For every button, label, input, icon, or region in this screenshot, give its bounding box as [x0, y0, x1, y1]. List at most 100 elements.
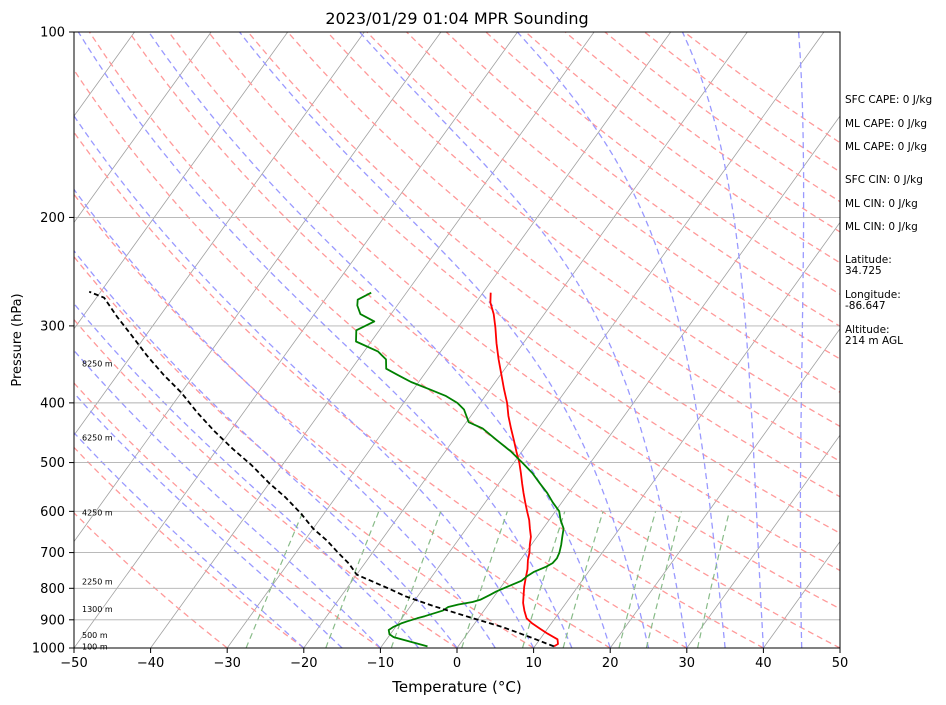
- dry-adiabat-line: [128, 32, 840, 610]
- dry-adiabat-line: [88, 32, 840, 648]
- y-axis-ticks: 100 200 300 400 500 600 700 800 900 1000: [32, 26, 74, 657]
- moist-adiabat-line: [681, 32, 765, 648]
- isotherm-line: [74, 32, 365, 436]
- isotherm-line: [74, 32, 442, 543]
- y-tick-label: 600: [40, 505, 65, 520]
- mixing-ratio-line: [245, 511, 304, 648]
- chart-title: 2023/01/29 01:04 MPR Sounding: [325, 9, 588, 28]
- isotherm-line: [533, 221, 840, 648]
- height-label: 1300 m: [82, 605, 113, 614]
- background-lines: [74, 32, 840, 648]
- x-tick-label: 10: [525, 656, 542, 671]
- height-label: 2250 m: [82, 578, 113, 587]
- isotherm-line: [380, 32, 825, 648]
- x-tick-label: −40: [137, 656, 164, 671]
- isotherm-line: [456, 115, 840, 648]
- dry-adiabat-line: [168, 32, 840, 572]
- dry-adiabat-line: [406, 32, 840, 360]
- x-tick-label: −50: [60, 656, 87, 671]
- height-label: 100 m: [82, 643, 108, 652]
- series-line-2: [88, 290, 555, 648]
- series-line-0: [489, 292, 559, 648]
- height-label: 6250 m: [82, 433, 113, 442]
- isotherm-line: [74, 32, 289, 330]
- dry-adiabat-line: [74, 511, 228, 648]
- isotherm-line: [74, 32, 518, 648]
- dry-adiabat-line: [74, 193, 611, 648]
- y-axis-label: Pressure (hPa): [10, 293, 25, 386]
- y-tick-label: 800: [40, 582, 65, 597]
- x-tick-label: 50: [832, 656, 849, 671]
- x-tick-label: −20: [290, 656, 317, 671]
- moist-adiabat-line: [148, 32, 611, 648]
- x-tick-label: 40: [755, 656, 772, 671]
- x-axis-label: Temperature (°C): [391, 678, 521, 696]
- longitude-label: Longitude:: [845, 289, 901, 301]
- sfc-cape: SFC CAPE: 0 J/kg: [845, 94, 933, 106]
- moist-adiabat-line: [516, 32, 726, 648]
- moist-adiabat-line: [74, 114, 535, 648]
- dry-adiabat-line: [74, 382, 381, 648]
- y-tick-label: 100: [40, 26, 65, 41]
- y-tick-label: 900: [40, 613, 65, 628]
- dry-adiabat-line: [74, 318, 458, 648]
- moist-adiabat-line: [74, 431, 305, 648]
- y-tick-label: 700: [40, 546, 65, 561]
- x-tick-label: 30: [679, 656, 696, 671]
- x-tick-label: 20: [602, 656, 619, 671]
- mixing-ratio-line: [461, 511, 508, 648]
- y-tick-label: 1000: [32, 642, 65, 657]
- mixing-ratio-line: [562, 511, 604, 648]
- isotherm-line: [686, 434, 840, 648]
- latitude-value: 34.725: [845, 265, 882, 277]
- dry-adiabat-line: [74, 68, 764, 648]
- ml-cin-1: ML CIN: 0 J/kg: [845, 198, 918, 210]
- x-tick-label: −10: [367, 656, 394, 671]
- isotherm-line: [150, 32, 595, 648]
- dry-adiabat-line: [366, 32, 840, 394]
- mixing-ratio-line: [645, 511, 682, 648]
- longitude-value: -86.647: [845, 300, 886, 312]
- isotherm-line: [609, 328, 840, 648]
- y-tick-label: 200: [40, 211, 65, 226]
- moist-adiabat-line: [74, 249, 458, 648]
- dry-adiabat-line: [74, 255, 534, 648]
- x-tick-label: 0: [453, 656, 461, 671]
- x-axis-ticks: −50 −40 −30 −20 −10 0 10 20 30 40 50: [60, 648, 848, 671]
- moist-adiabat-line: [74, 188, 496, 648]
- moist-adiabat-line: [797, 32, 805, 648]
- moist-adiabat-line: [74, 349, 381, 648]
- height-label: 4250 m: [82, 509, 113, 518]
- isotherm-line: [226, 32, 672, 648]
- altitude-label: Altitude:: [845, 324, 890, 336]
- isotherm-line: [74, 32, 212, 224]
- ml-cape-1: ML CAPE: 0 J/kg: [845, 118, 928, 130]
- isotherm-line: [763, 540, 840, 648]
- series-line-1: [355, 291, 565, 648]
- moist-adiabat-line: [74, 392, 343, 648]
- y-tick-label: 400: [40, 396, 65, 411]
- y-tick-label: 300: [40, 319, 65, 334]
- moist-adiabat-line: [359, 32, 688, 648]
- height-label: 500 m: [82, 631, 108, 640]
- ml-cape-2: ML CAPE: 0 J/kg: [845, 141, 928, 153]
- mixing-ratio-line: [390, 511, 442, 648]
- height-labels: 8250 m 6250 m 4250 m 2250 m 1300 m 500 m 100 m: [82, 359, 113, 651]
- dry-adiabat-line: [247, 32, 840, 498]
- latitude-label: Latitude:: [845, 254, 892, 266]
- y-tick-label: 500: [40, 456, 65, 471]
- dry-adiabat-line: [207, 32, 840, 534]
- altitude-value: 214 m AGL: [845, 335, 903, 347]
- ml-cin-2: ML CIN: 0 J/kg: [845, 221, 918, 233]
- x-tick-label: −30: [213, 656, 240, 671]
- height-label: 8250 m: [82, 359, 113, 368]
- profile-series: [88, 290, 565, 648]
- mixing-ratio-line: [521, 511, 566, 648]
- moist-adiabat-line: [77, 32, 573, 648]
- dry-adiabat-line: [74, 446, 305, 648]
- sfc-cin: SFC CIN: 0 J/kg: [845, 174, 923, 186]
- moist-adiabat-line: [238, 32, 650, 648]
- dry-adiabat-line: [445, 32, 840, 328]
- isotherm-line: [303, 32, 748, 648]
